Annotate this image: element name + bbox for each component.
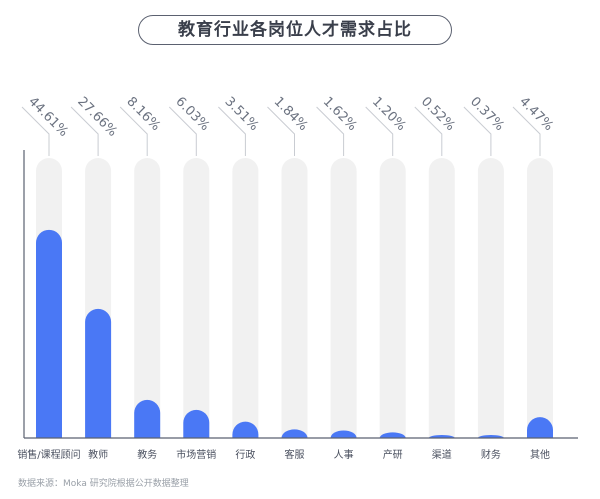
bar-track	[428, 158, 455, 438]
category-label: 产研	[383, 448, 403, 461]
data-label: 3.51%	[222, 94, 262, 134]
category-label: 财务	[481, 448, 501, 461]
bar-track	[281, 158, 308, 438]
bar	[428, 435, 455, 438]
leader-line	[119, 106, 148, 156]
leader-line	[168, 106, 197, 156]
bar	[36, 229, 62, 438]
bar-track	[379, 158, 406, 438]
data-label: 1.20%	[369, 94, 409, 134]
bar-track	[232, 158, 259, 438]
data-label: 0.52%	[418, 94, 458, 134]
category-label: 其他	[530, 448, 550, 461]
bar	[477, 435, 504, 438]
bar-track	[330, 158, 357, 438]
category-label: 渠道	[432, 448, 452, 461]
leader-line	[414, 106, 443, 156]
data-label: 4.47%	[516, 94, 556, 134]
bar	[183, 409, 210, 438]
leader-line	[70, 106, 99, 156]
category-label: 客服	[285, 448, 305, 461]
leader-line	[316, 106, 345, 156]
bar	[379, 432, 406, 438]
category-label: 教务	[137, 448, 157, 461]
leader-line	[512, 106, 541, 156]
category-label: 市场营销	[176, 448, 216, 461]
bar-track	[477, 158, 504, 438]
data-label: 8.16%	[123, 94, 163, 134]
leader-line	[21, 106, 50, 156]
bar-track	[527, 158, 553, 438]
leader-line	[463, 106, 492, 156]
leader-line	[267, 106, 295, 156]
bar-chart: 44.61%销售/课程顾问27.66%教师8.16%教务6.03%市场营销3.5…	[17, 94, 578, 461]
leader-line	[365, 106, 394, 156]
chart-title: 教育行业各岗位人才需求占比	[138, 15, 452, 45]
bar	[85, 308, 112, 438]
bar	[134, 399, 161, 438]
data-label: 1.62%	[320, 94, 360, 134]
bar	[232, 421, 259, 438]
bar	[281, 429, 308, 438]
bar-track	[134, 158, 161, 438]
category-label: 教师	[88, 448, 108, 461]
bar-track	[183, 158, 210, 438]
category-label: 行政	[235, 448, 255, 461]
category-label: 销售/课程顾问	[17, 448, 80, 461]
bar	[330, 430, 357, 438]
data-label: 6.03%	[172, 94, 212, 134]
category-label: 人事	[334, 448, 354, 461]
bar	[527, 417, 553, 438]
data-label: 1.84%	[271, 94, 311, 134]
data-label: 0.37%	[467, 94, 507, 134]
source-note: 数据来源：Moka 研究院根据公开数据整理	[18, 479, 189, 489]
leader-line	[218, 106, 246, 156]
